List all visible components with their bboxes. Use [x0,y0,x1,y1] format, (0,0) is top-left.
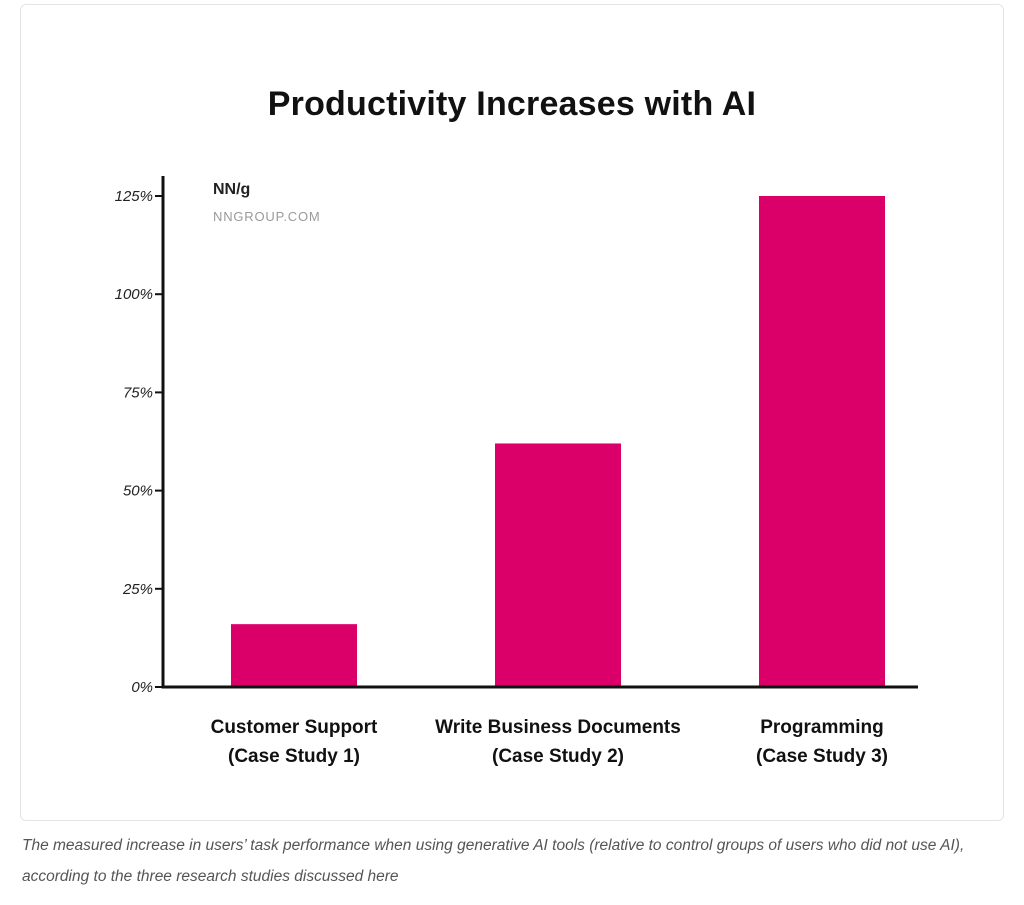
figure-caption: The measured increase in users’ task per… [22,837,965,885]
y-tick-label: 125% [115,188,153,205]
y-tick-label: 50% [123,483,153,500]
y-tick-label: 0% [131,679,153,696]
x-category-label: Customer Support [211,717,378,738]
nng-site-label: NNGROUP.COM [213,209,321,224]
bar [231,624,357,687]
y-tick-label: 100% [115,286,153,303]
bar [495,443,621,687]
y-tick-label: 25% [122,581,153,598]
chart-title: Productivity Increases with AI [267,85,757,123]
x-category-label: (Case Study 1) [228,746,360,767]
nng-logo: NN/g [213,181,251,198]
y-tick-label: 75% [123,384,153,401]
x-category-label: (Case Study 2) [492,746,624,767]
x-category-label: (Case Study 3) [756,746,888,767]
x-category-label: Write Business Documents [435,717,681,738]
x-category-label: Programming [760,717,884,738]
bar [759,196,885,687]
